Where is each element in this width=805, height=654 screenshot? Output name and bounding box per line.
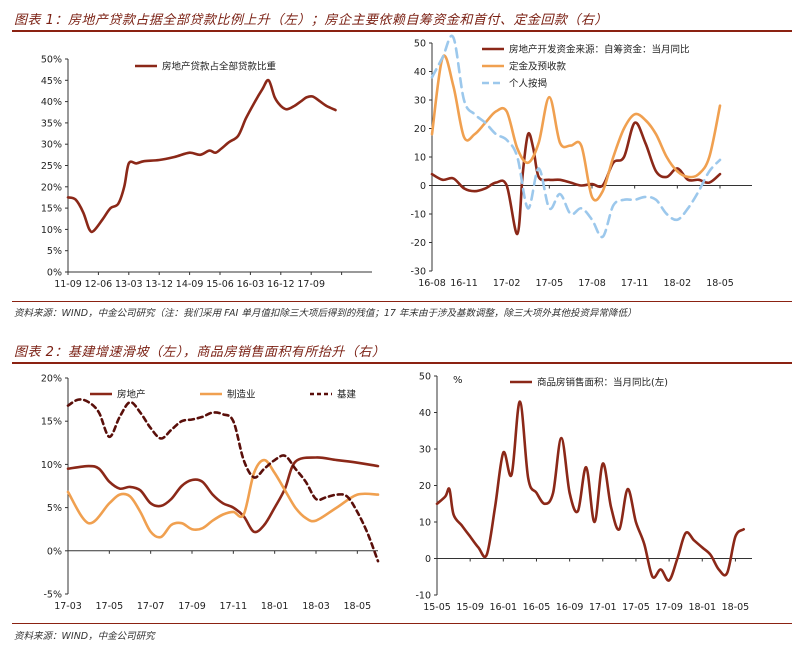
x-tick-label: 15-06: [206, 279, 234, 290]
chart-2: -30 -20 -10 0 10 20 30 40 50 16-08 16-11 17-02 17-05…: [410, 34, 752, 289]
figure-1-top-rule: [12, 30, 792, 32]
legend-label: 房地产开发资金来源：自筹资金：当月同比: [509, 44, 690, 56]
legend-label: 基建: [337, 389, 357, 401]
x-tick-label: 17-09: [655, 602, 683, 613]
x-tick-label: 13-03: [115, 279, 143, 290]
x-tick-label: 17-05: [622, 602, 650, 613]
chart-3: -5% 0% 5% 10% 15% 20% 17-03 17-05 17-07 17-09 17-1…: [41, 374, 380, 612]
y-tick-label: 40: [414, 67, 426, 78]
y-tick-label: -10: [415, 591, 431, 602]
figure-1-source: 资料来源：WIND，中金公司研究（注：我们采用 FAI 单月值扣除三大项后得到的…: [14, 308, 637, 319]
x-tick-label: 18-01: [688, 602, 716, 613]
x-tick-label: 17-03: [54, 601, 82, 612]
y-tick-label: -10: [410, 210, 426, 221]
series-line: [66, 456, 380, 534]
y-tick-label: 10%: [41, 460, 62, 471]
x-tick-label: 18-05: [722, 602, 750, 613]
y-tick-label: 20%: [41, 182, 62, 193]
x-tick-label: 17-09: [297, 279, 325, 290]
y-tick-label: 50: [419, 372, 431, 383]
legend-label: 个人按揭: [509, 78, 547, 90]
legend-label: 商品房销售面积：当月同比(左): [537, 377, 668, 389]
x-tick-label: 17-07: [137, 601, 165, 612]
x-tick-label: 18-01: [261, 601, 289, 612]
y-tick-label: 40%: [41, 97, 62, 108]
y-tick-label: 0: [425, 554, 431, 565]
y-tick-label: -20: [410, 238, 426, 249]
y-tick-label: 30%: [41, 140, 62, 151]
x-tick-label: 15-09: [456, 602, 484, 613]
x-tick-label: 17-11: [220, 601, 248, 612]
x-tick-label: 14-09: [176, 279, 204, 290]
y-tick-label: 40: [419, 408, 431, 419]
legend-label: 房地产贷款占全部贷款比重: [162, 61, 277, 73]
y-tick-label: 35%: [41, 118, 62, 129]
y-tick-label: 20: [414, 124, 426, 135]
y-tick-label: 10: [414, 153, 426, 164]
y-tick-label: 15%: [41, 417, 62, 428]
x-tick-label: 16-03: [237, 279, 265, 290]
y-tick-label: 30: [414, 96, 426, 107]
x-tick-label: 11-09: [54, 279, 82, 290]
y-tick-label: 5%: [47, 246, 62, 257]
legend-label: 房地产: [117, 389, 146, 401]
y-tick-label: 10: [419, 518, 431, 529]
x-tick-label: 16-05: [523, 602, 551, 613]
x-tick-label: 16-11: [450, 278, 478, 289]
figure-1-title: 图表 1：房地产贷款占据全部贷款比例上升（左）；房企主要依赖自筹资金和首付、定金…: [14, 13, 608, 28]
figure-2-bottom-rule: [12, 623, 792, 624]
y-tick-label: 0: [420, 181, 426, 192]
y-tick-label: 20%: [41, 374, 62, 385]
y-tick-label: 45%: [41, 76, 62, 87]
x-tick-label: 18-02: [664, 278, 692, 289]
x-tick-label: 16-01: [490, 602, 518, 613]
x-tick-label: 17-08: [578, 278, 606, 289]
y-tick-label: 15%: [41, 204, 62, 215]
y-axis-unit-label: %: [453, 375, 463, 386]
figure-2-top-rule: [12, 362, 792, 364]
series-line: [430, 54, 722, 202]
series-line: [430, 34, 722, 239]
chart-4: -10 0 10 20 30 40 50 15-05 15-09 16-01 16-05 16-09 1…: [415, 372, 752, 613]
figure-2-title: 图表 2：基建增速滑坡（左），商品房销售面积有所抬升（右）: [14, 345, 386, 360]
x-tick-label: 17-05: [96, 601, 124, 612]
series-line: [66, 78, 337, 234]
y-tick-label: -30: [410, 267, 426, 278]
y-tick-label: 10%: [41, 225, 62, 236]
y-tick-label: -5%: [44, 590, 63, 601]
series-line: [66, 398, 380, 563]
x-tick-label: 16-12: [267, 279, 295, 290]
x-tick-label: 12-06: [85, 279, 113, 290]
figure-2-source: 资料来源：WIND，中金公司研究: [14, 631, 155, 642]
chart-1: 0% 5% 10% 15% 20% 25% 30% 35% 40% 45% 50% 11-09 12-0…: [41, 55, 372, 290]
x-tick-label: 16-08: [418, 278, 446, 289]
y-tick-label: 25%: [41, 161, 62, 172]
series-line: [66, 458, 380, 539]
y-tick-label: 50: [414, 39, 426, 50]
y-tick-label: 0%: [47, 268, 62, 279]
x-tick-label: 16-09: [556, 602, 584, 613]
legend-label: 定金及预收款: [509, 61, 567, 73]
x-tick-label: 17-09: [178, 601, 206, 612]
legend-label: 制造业: [227, 389, 256, 401]
x-tick-label: 18-03: [302, 601, 330, 612]
x-tick-label: 17-02: [493, 278, 521, 289]
figure-1-bottom-rule: [12, 301, 792, 302]
series-line: [430, 121, 722, 236]
y-tick-label: 30: [419, 445, 431, 456]
y-tick-label: 20: [419, 481, 431, 492]
x-tick-label: 13-12: [145, 279, 173, 290]
x-tick-label: 17-01: [589, 602, 617, 613]
x-tick-label: 18-05: [706, 278, 734, 289]
y-tick-label: 5%: [47, 503, 62, 514]
y-tick-label: 0%: [47, 546, 62, 557]
y-tick-label: 50%: [41, 55, 62, 66]
x-tick-label: 17-05: [536, 278, 564, 289]
x-tick-label: 17-11: [621, 278, 649, 289]
x-tick-label: 18-05: [344, 601, 372, 612]
x-tick-label: 15-05: [423, 602, 451, 613]
series-line: [435, 400, 745, 582]
